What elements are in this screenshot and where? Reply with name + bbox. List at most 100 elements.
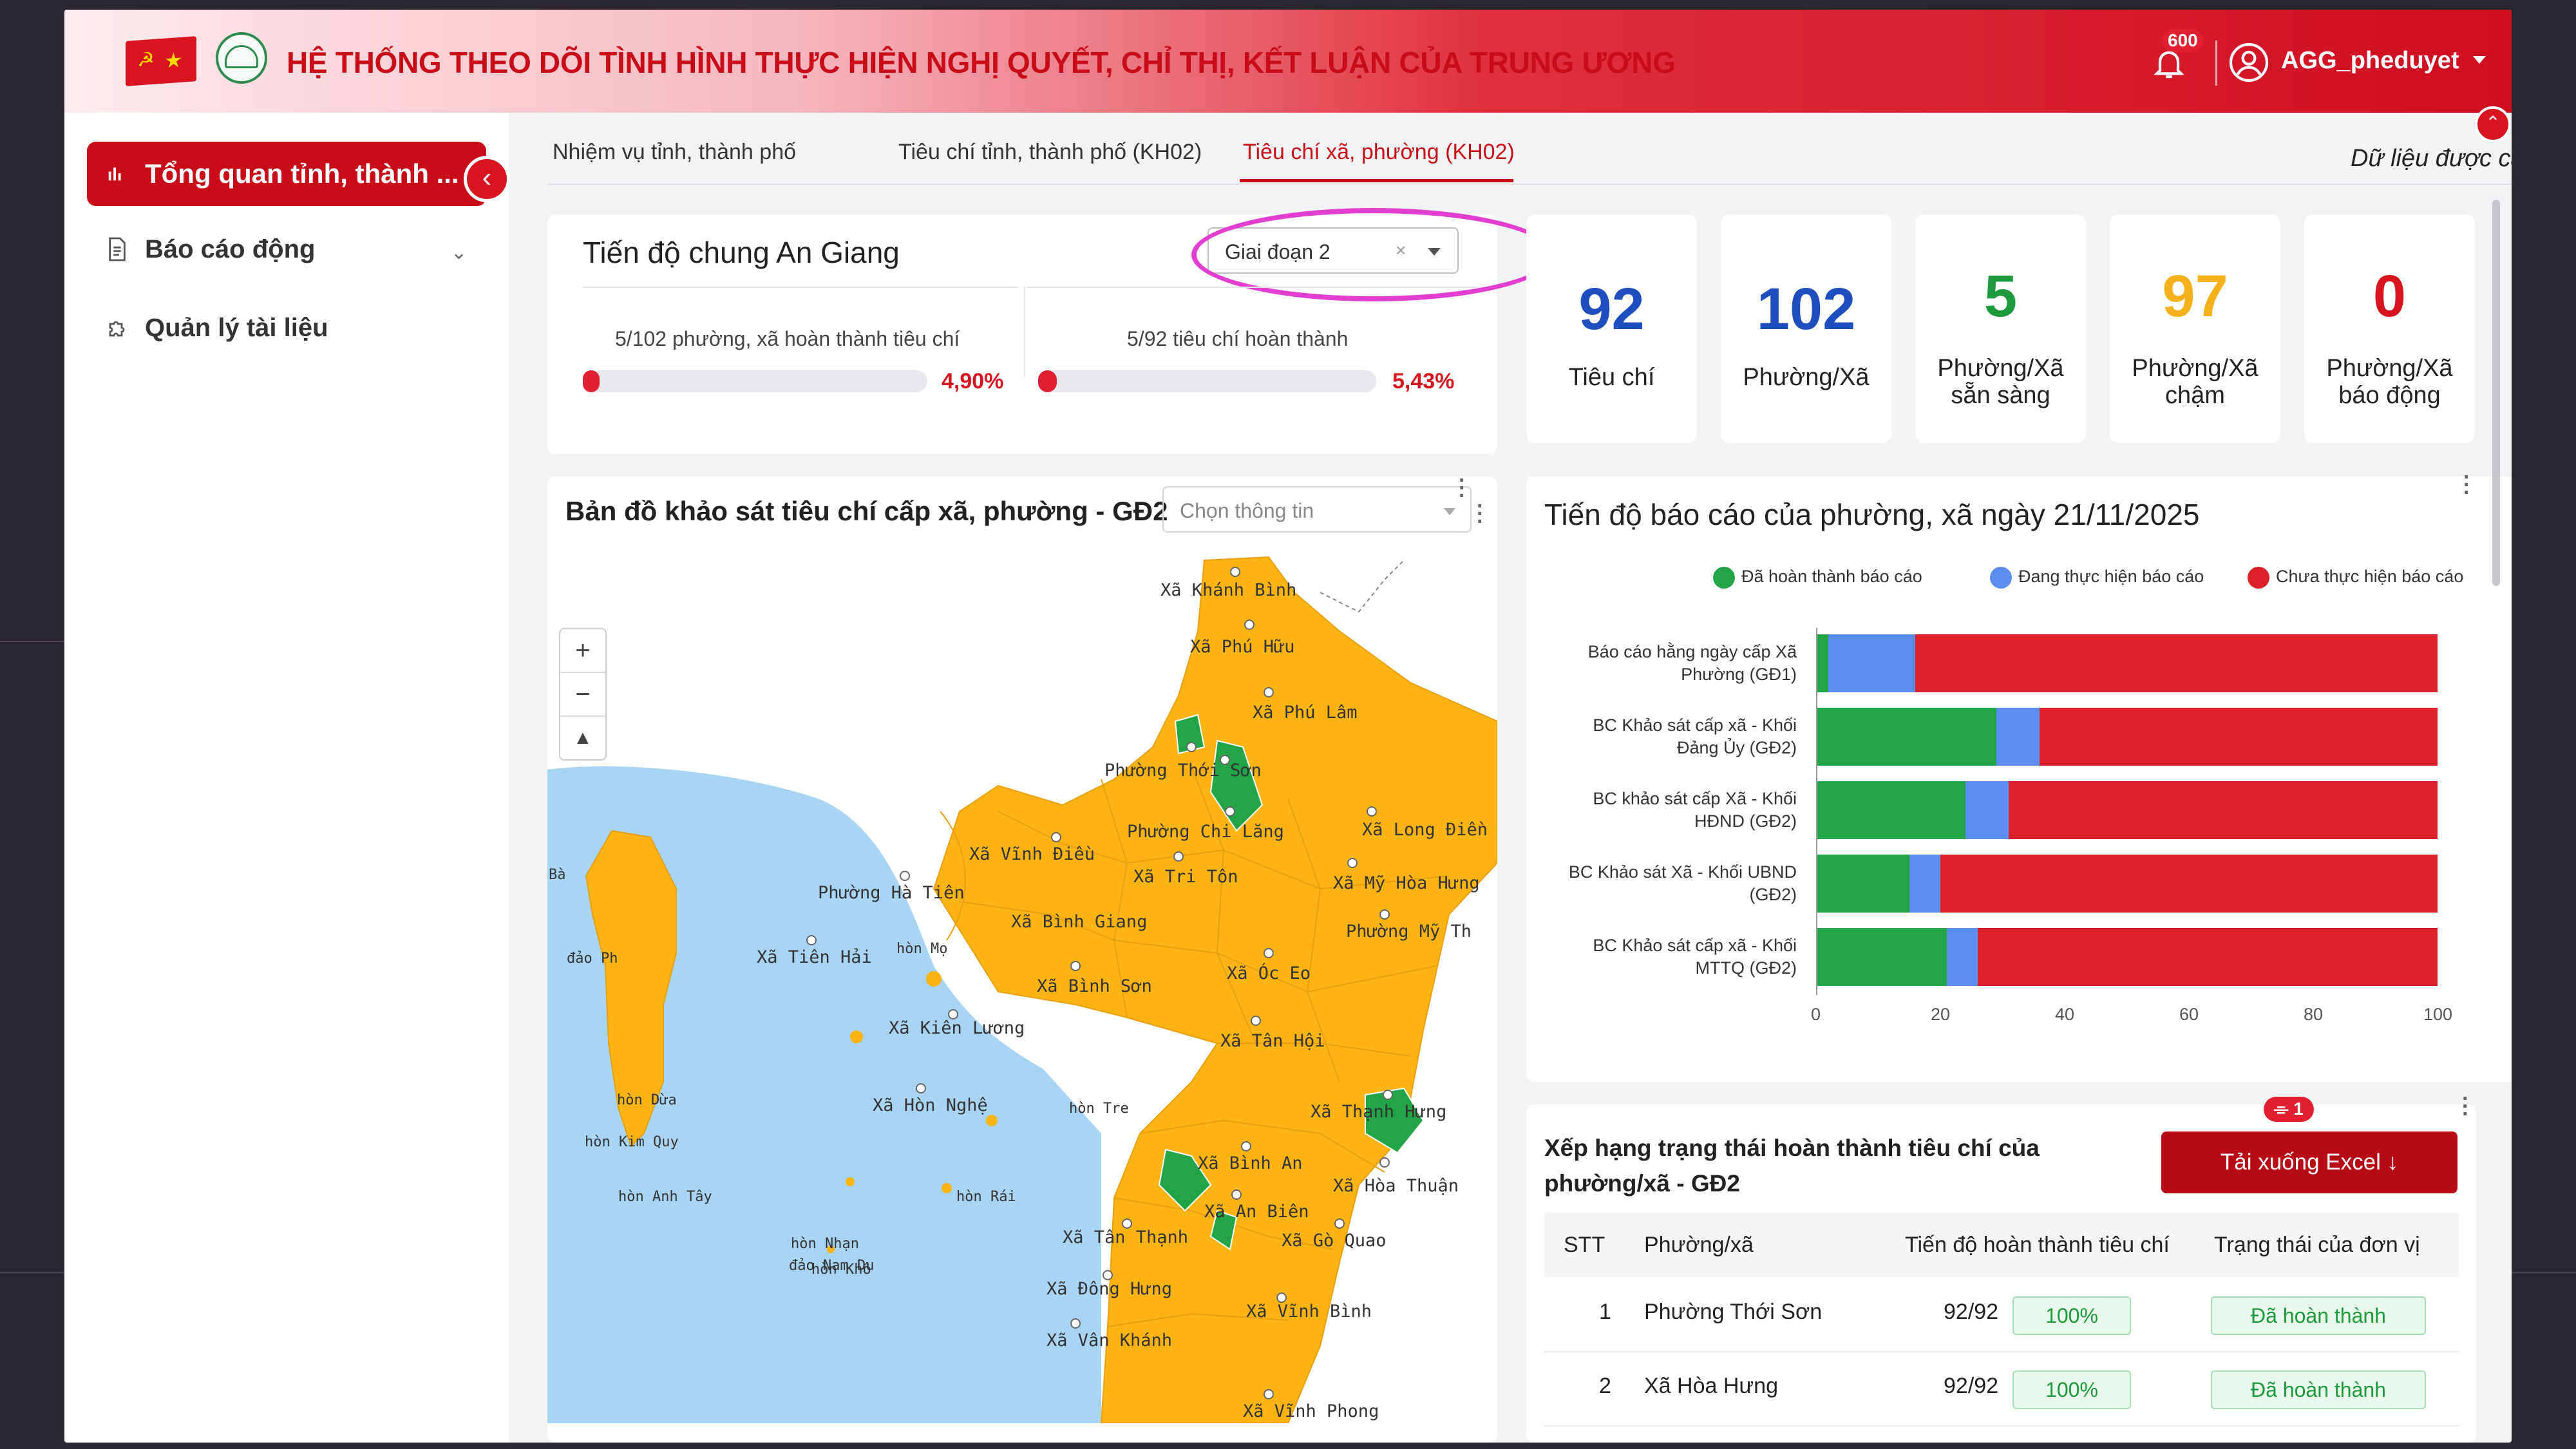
scroll-top-button[interactable]: ⌃ [2475,106,2511,142]
column-header-progress: Tiến độ hoàn thành tiêu chí [1905,1233,2170,1257]
column-header-stt: STT [1564,1233,1605,1257]
bar-segment[interactable] [1977,928,2438,986]
zoom-out-button[interactable]: − [560,673,605,717]
bar-segment[interactable] [2009,781,2438,839]
bar-segment[interactable] [1946,928,1978,986]
svg-text:hòn Kim Quy: hòn Kim Quy [585,1134,679,1150]
kebab-menu-icon[interactable]: · · · [1477,494,1484,534]
bar-segment[interactable] [1940,855,2438,913]
stat-sublabel: sẵn sàng [1951,382,2050,409]
x-tick-label: 0 [1811,1005,1821,1024]
map-canvas[interactable]: Xã Khánh Bình Xã Phú Hữu Xã Phú Lâm Phườ… [547,554,1497,1423]
province-map[interactable]: Xã Khánh Bình Xã Phú Hữu Xã Phú Lâm Phườ… [547,554,1497,1423]
row-stt: 2 [1599,1374,1611,1398]
sidebar-item-label: Báo cáo động [145,235,316,263]
y-axis-line [1816,628,1817,995]
legend-item[interactable]: Đã hoàn thành báo cáo [1713,567,1922,589]
chart-title: Tiến độ báo cáo của phường, xã ngày 21/1… [1544,498,2200,531]
category-label: BC Khảo sát cấp xã - Khối Đảng Ủy (GĐ2) [1593,715,1797,757]
sidebar-item-label: Quản lý tài liệu [145,314,328,342]
filter-badge[interactable]: ⌯ 1 [2264,1097,2314,1122]
dropdown-arrow-icon[interactable] [1444,508,1455,515]
svg-text:Xã Bình Giang: Xã Bình Giang [1011,912,1147,932]
legend-label: Đang thực hiện báo cáo [2018,567,2204,587]
svg-text:Xã Vĩnh Phong: Xã Vĩnh Phong [1243,1401,1379,1421]
reset-north-button[interactable]: ▲ [573,727,592,748]
stat-card-criteria[interactable]: 92 Tiêu chí [1526,214,1697,443]
legend-item[interactable]: Chưa thực hiện báo cáo [2248,567,2463,589]
bar-chart-icon [108,167,121,181]
notification-count-badge: 600 [2163,29,2203,52]
sidebar-item-overview[interactable]: Tổng quan tỉnh, thành ... [87,142,486,206]
kebab-menu-icon[interactable]: · · · [2463,465,2471,505]
stat-card-slow[interactable]: 97 Phường/Xã chậm [2110,214,2280,443]
stat-label: Tiêu chí [1568,364,1655,391]
tab-commune-criteria[interactable]: Tiêu chí xã, phường (KH02) [1243,140,1515,164]
table-row[interactable]: 2 Xã Hòa Hưng 92/92 100% Đã hoàn thành [1544,1351,2459,1426]
svg-text:hòn Anh Tây: hòn Anh Tây [618,1189,712,1205]
bar-segment[interactable] [1965,781,2009,839]
criteria-percent: 5,43% [1392,369,1455,393]
filter-count: 1 [2293,1099,2304,1119]
svg-text:Xã Vân Khánh: Xã Vân Khánh [1046,1331,1172,1350]
bar-segment[interactable] [1996,708,2040,766]
svg-text:hòn Khô: hòn Khô [811,1262,871,1278]
bar-segment[interactable] [1816,634,1829,692]
username[interactable]: AGG_pheduyet [2281,47,2459,74]
page-scrollbar[interactable] [2492,200,2500,586]
page-title: HỆ THỐNG THEO DÕI TÌNH HÌNH THỰC HIỆN NG… [287,46,1676,79]
svg-text:Bà: Bà [549,867,566,883]
map-zoom-controls: + − ▲ [559,628,607,761]
stat-card-communes[interactable]: 102 Phường/Xã [1721,214,1891,443]
svg-text:Xã Tân Hội: Xã Tân Hội [1220,1031,1325,1051]
category-label: BC Khảo sát cấp xã - Khối MTTQ (GĐ2) [1593,936,1797,978]
tab-province-criteria[interactable]: Tiêu chí tỉnh, thành phố (KH02) [898,140,1202,164]
svg-text:Xã Thạnh Hưng: Xã Thạnh Hưng [1311,1102,1446,1122]
bar-segment[interactable] [1828,634,1916,692]
table-row[interactable]: 1 Phường Thới Sơn 92/92 100% Đã hoàn thà… [1544,1277,2459,1352]
legend-label: Chưa thực hiện báo cáo [2276,567,2464,587]
bar-segment[interactable] [1816,928,1947,986]
chevron-down-icon[interactable] [2473,56,2486,64]
vietnam-flag-icon: ★ ☭ [126,36,196,86]
svg-text:hòn Tre: hòn Tre [1069,1101,1129,1117]
map-place-labels: Xã Khánh Bình Xã Phú Hữu Xã Phú Lâm Phườ… [549,580,1488,1421]
bar-segment[interactable] [1816,855,1909,913]
svg-text:Xã Tri Tôn: Xã Tri Tôn [1133,867,1238,887]
svg-text:Xã Phú Lâm: Xã Phú Lâm [1253,703,1358,723]
row-commune: Xã Hòa Hưng [1644,1374,1778,1398]
bar-segment[interactable] [1915,634,2438,692]
bar-segment[interactable] [1816,708,1996,766]
stat-card-alert[interactable]: 0 Phường/Xã báo động [2304,214,2475,443]
svg-text:Xã Hòn Nghệ: Xã Hòn Nghệ [873,1095,988,1115]
stat-sublabel: chậm [2165,382,2225,409]
svg-text:Xã Vĩnh Bình: Xã Vĩnh Bình [1246,1302,1372,1321]
bar-segment[interactable] [1909,855,1940,913]
communes-progress-bar [583,370,927,392]
download-excel-button[interactable]: Tải xuống Excel ↓ [2161,1132,2458,1193]
bar-segment[interactable] [1816,781,1965,839]
svg-text:Xã Khánh Bình: Xã Khánh Bình [1160,580,1296,600]
user-avatar-icon[interactable] [2228,42,2269,83]
kebab-menu-icon[interactable]: · · · [1459,477,1466,508]
kebab-menu-icon[interactable]: · · · [2462,1086,2470,1126]
category-label: BC Khảo sát Xã - Khối UBND (GĐ2) [1568,862,1797,904]
stat-card-ready[interactable]: 5 Phường/Xã sẵn sàng [1915,214,2086,443]
bar-segment[interactable] [2040,708,2438,766]
tab-bar: Nhiệm vụ tỉnh, thành phố Tiêu chí tỉnh, … [547,113,2512,185]
zoom-in-button[interactable]: + [560,629,605,673]
bell-icon[interactable] [2151,45,2187,81]
map-select-placeholder: Chọn thông tin [1180,499,1314,522]
svg-text:hòn Mọ: hòn Mọ [896,941,947,957]
svg-text:Xã Long Điền: Xã Long Điền [1362,820,1488,840]
map-info-select[interactable]: Chọn thông tin [1162,486,1472,533]
collapse-sidebar-button[interactable]: ‹ [464,156,510,202]
stat-sublabel: báo động [2338,382,2441,409]
header: ★ ☭ HỆ THỐNG THEO DÕI TÌNH HÌNH THỰC HIỆ… [64,10,2512,113]
tab-province-tasks[interactable]: Nhiệm vụ tỉnh, thành phố [553,140,797,164]
chevron-down-icon[interactable]: ⌄ [451,242,468,263]
legend-item[interactable]: Đang thực hiện báo cáo [1990,567,2204,589]
criteria-progress-fill [1038,370,1057,392]
map-card: Bản đồ khảo sát tiêu chí cấp xã, phường … [547,477,1497,1443]
x-tick-label: 20 [1931,1005,1951,1024]
